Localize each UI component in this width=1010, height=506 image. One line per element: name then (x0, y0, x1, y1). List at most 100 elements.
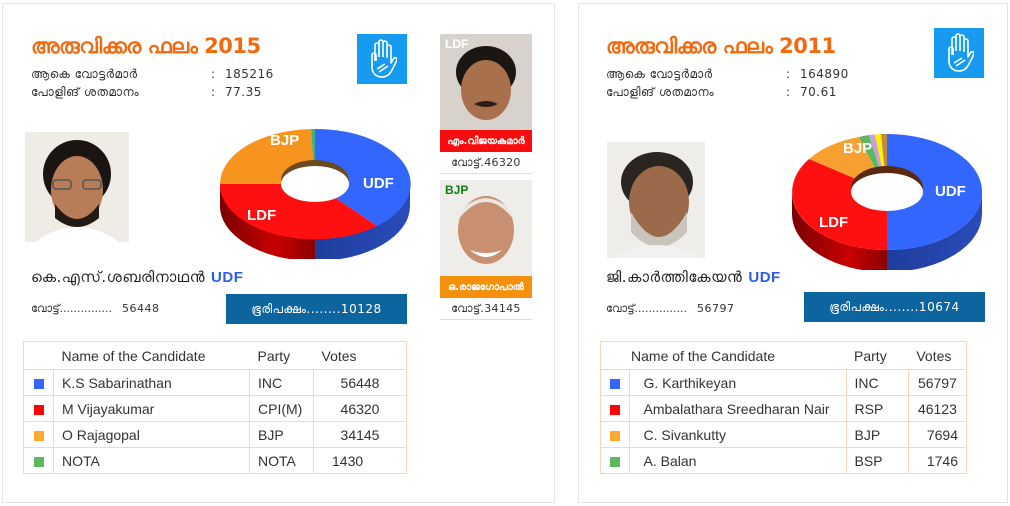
candidate-name: K.S Sabarinathan (53, 369, 250, 396)
polling-label: പോളിങ് ശതമാനം (606, 85, 715, 99)
total-voters-row: ആകെ വോട്ടർമാർ:185216 (31, 67, 274, 81)
candidate-votes: വോട്ട്.46320 (440, 152, 532, 174)
slice-label-udf: UDF (363, 175, 394, 192)
results-table: Name of the Candidate Party Votes K.S Sa… (23, 341, 407, 474)
col-name: Name of the Candidate (629, 341, 847, 370)
winner-photo (607, 142, 705, 258)
col-name: Name of the Candidate (53, 341, 250, 370)
party: BSP (845, 447, 909, 474)
table-row: G. Karthikeyan INC 56797 (600, 369, 968, 396)
candidate-photo: LDF എം.വിജയകുമാർ (440, 34, 532, 152)
candidate-votes: വോട്ട്.34145 (440, 298, 532, 320)
winner-photo (25, 132, 129, 242)
table-row: NOTA NOTA 1430 (23, 447, 407, 474)
color-swatch (609, 430, 620, 441)
party: INC (845, 369, 909, 396)
table-row: M Vijayakumar CPI(M) 46320 (23, 395, 407, 422)
total-voters-value: 185216 (225, 67, 274, 81)
color-swatch (609, 378, 620, 389)
winner-votes-value: 56797 (697, 302, 735, 315)
winner-votes-label: വോട്ട്............... (606, 302, 687, 315)
candidate-name: ഒ.രാജഗോപാൽ (440, 276, 532, 298)
side-candidate-bjp: BJP ഒ.രാജഗോപാൽ വോട്ട്.34145 (440, 180, 532, 320)
side-candidate-ldf: LDF എം.വിജയകുമാർ വോട്ട്.46320 (440, 34, 532, 174)
party: INC (249, 369, 314, 396)
slice-label-ldf: LDF (247, 207, 276, 224)
slice-label-bjp: BJP (843, 140, 872, 157)
color-swatch (33, 456, 44, 467)
party: RSP (845, 395, 909, 422)
winner-votes: വോട്ട്............... 56448 (31, 302, 160, 316)
col-party: Party (846, 341, 909, 370)
color-swatch (33, 430, 44, 441)
candidate-name: Ambalathara Sreedharan Nair (628, 395, 847, 422)
total-voters-row: ആകെ വോട്ടർമാർ:164890 (606, 67, 849, 81)
color-swatch (33, 404, 44, 415)
winner-votes-value: 56448 (122, 302, 160, 315)
donut-chart-2011: UDF LDF BJP (792, 133, 982, 270)
majority-badge: ഭൂരിപക്ഷം........10128 (226, 294, 407, 324)
candidate-name: C. Sivankutty (628, 421, 847, 448)
votes: 46320 (313, 395, 407, 422)
slice-label-ldf: LDF (819, 214, 848, 231)
votes: 1430 (313, 447, 407, 474)
table-row: Ambalathara Sreedharan Nair RSP 46123 (600, 395, 968, 422)
polling-value: 77.35 (225, 85, 262, 99)
polling-value: 70.61 (800, 85, 837, 99)
col-votes: Votes (908, 341, 968, 370)
color-swatch (33, 378, 44, 389)
slice-label-bjp: BJP (270, 132, 299, 149)
votes: 46123 (907, 395, 968, 422)
party: CPI(M) (249, 395, 314, 422)
result-panel-2015: അരുവിക്കര ഫലം 2015 ആകെ വോട്ടർമാർ:185216 … (2, 3, 555, 503)
party: BJP (249, 421, 314, 448)
winner-party: UDF (748, 269, 781, 286)
votes: 56448 (313, 369, 407, 396)
panel-title: അരുവിക്കര ഫലം 2011 (606, 34, 836, 58)
col-party: Party (249, 341, 314, 370)
polling-row: പോളിങ് ശതമാനം:70.61 (606, 85, 837, 99)
votes: 1746 (907, 447, 968, 474)
results-table: Name of the Candidate Party Votes G. Kar… (600, 341, 968, 474)
candidate-name: M Vijayakumar (53, 395, 250, 422)
panel-title: അരുവിക്കര ഫലം 2015 (31, 34, 261, 58)
congress-logo (934, 28, 984, 78)
candidate-name: NOTA (53, 447, 250, 474)
table-row: O Rajagopal BJP 34145 (23, 421, 407, 448)
table-header: Name of the Candidate Party Votes (23, 341, 407, 370)
winner-name-text: ജി.കാർത്തികേയൻ (606, 268, 743, 286)
candidate-name: A. Balan (628, 447, 847, 474)
winner-party: UDF (211, 269, 244, 286)
winner-name-text: കെ.എസ്.ശബരിനാഥൻ (31, 268, 206, 286)
hand-icon (371, 39, 397, 78)
winner-name: കെ.എസ്.ശബരിനാഥൻ UDF (31, 268, 243, 286)
hand-icon (948, 33, 974, 72)
party-tag: LDF (445, 37, 469, 51)
polling-row: പോളിങ് ശതമാനം:77.35 (31, 85, 262, 99)
congress-logo (357, 34, 407, 84)
table-row: C. Sivankutty BJP 7694 (600, 421, 968, 448)
party: BJP (845, 421, 909, 448)
candidate-photo: BJP ഒ.രാജഗോപാൽ (440, 180, 532, 298)
party-tag: BJP (445, 183, 469, 197)
person-photo-icon (25, 132, 129, 242)
candidate-name: എം.വിജയകുമാർ (440, 130, 532, 152)
party: NOTA (249, 447, 314, 474)
donut-chart-2015: UDF LDF BJP (219, 128, 411, 259)
winner-name: ജി.കാർത്തികേയൻ UDF (606, 268, 781, 286)
result-panel-2011: അരുവിക്കര ഫലം 2011 ആകെ വോട്ടർമാർ:164890 … (578, 3, 1008, 503)
votes: 7694 (907, 421, 968, 448)
votes: 56797 (907, 369, 968, 396)
total-voters-value: 164890 (800, 67, 849, 81)
winner-votes-label: വോട്ട്............... (31, 302, 112, 315)
candidate-name: O Rajagopal (53, 421, 250, 448)
winner-votes: വോട്ട്............... 56797 (606, 302, 735, 316)
table-header: Name of the Candidate Party Votes (600, 341, 968, 370)
votes: 34145 (313, 421, 407, 448)
table-row: K.S Sabarinathan INC 56448 (23, 369, 407, 396)
table-row: A. Balan BSP 1746 (600, 447, 968, 474)
color-swatch (609, 404, 620, 415)
candidate-name: G. Karthikeyan (628, 369, 847, 396)
total-voters-label: ആകെ വോട്ടർമാർ (31, 67, 138, 81)
majority-badge: ഭൂരിപക്ഷം........10674 (804, 292, 985, 322)
